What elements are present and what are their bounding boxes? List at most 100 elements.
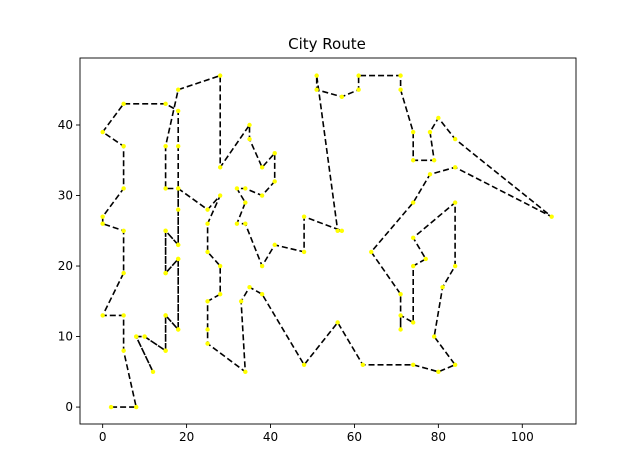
city-point bbox=[335, 228, 340, 233]
city-point bbox=[339, 94, 345, 99]
axes: 0 20 40 60 80 100 0 10 20 30 40 bbox=[58, 57, 577, 444]
city-point bbox=[436, 115, 441, 121]
x-tick-label: 100 bbox=[511, 430, 534, 444]
y-tick-label: 10 bbox=[58, 330, 73, 344]
city-point bbox=[100, 313, 105, 318]
city-point bbox=[410, 320, 416, 325]
city-point bbox=[259, 292, 265, 297]
route-line bbox=[101, 74, 553, 408]
plot-area bbox=[100, 73, 554, 410]
city-point bbox=[243, 369, 248, 375]
city-point bbox=[205, 327, 210, 332]
x-tick-label: 0 bbox=[99, 430, 107, 444]
city-point bbox=[423, 256, 428, 262]
city-point bbox=[121, 348, 126, 353]
city-point bbox=[108, 404, 114, 410]
city-point bbox=[398, 292, 403, 297]
city-point bbox=[452, 200, 458, 205]
city-point bbox=[272, 179, 277, 184]
city-point bbox=[452, 165, 458, 170]
y-tick-label: 30 bbox=[58, 189, 73, 203]
city-point bbox=[436, 369, 441, 375]
x-tick-label: 20 bbox=[179, 430, 194, 444]
city-point bbox=[314, 87, 319, 92]
city-point bbox=[272, 151, 277, 156]
city-point bbox=[259, 263, 265, 269]
city-point bbox=[369, 249, 374, 255]
city-point bbox=[217, 263, 223, 269]
city-point bbox=[410, 263, 416, 269]
city-point bbox=[121, 228, 126, 233]
city-point bbox=[100, 129, 105, 135]
city-point bbox=[150, 369, 156, 375]
city-point bbox=[175, 242, 181, 248]
city-point bbox=[243, 200, 248, 205]
city-point bbox=[134, 404, 139, 410]
y-tick-label: 40 bbox=[58, 118, 73, 132]
city-point bbox=[163, 348, 168, 353]
city-point bbox=[234, 221, 240, 226]
city-point bbox=[427, 172, 433, 177]
city-point bbox=[217, 73, 223, 78]
city-point bbox=[205, 341, 210, 346]
city-point bbox=[205, 299, 210, 304]
city-point bbox=[398, 87, 403, 92]
city-point bbox=[247, 122, 252, 128]
city-point bbox=[134, 334, 139, 339]
city-point bbox=[410, 158, 416, 163]
city-point bbox=[301, 214, 307, 219]
city-point bbox=[410, 129, 416, 135]
x-tick-label: 80 bbox=[431, 430, 446, 444]
city-point bbox=[549, 214, 554, 219]
city-point bbox=[217, 165, 223, 170]
city-point bbox=[259, 165, 265, 170]
city-point bbox=[175, 108, 181, 114]
city-point bbox=[410, 235, 416, 241]
city-point bbox=[163, 143, 168, 149]
city-point bbox=[410, 200, 416, 205]
x-tick-label: 40 bbox=[263, 430, 278, 444]
city-point bbox=[356, 87, 361, 92]
city-point bbox=[217, 292, 223, 297]
city-point bbox=[217, 193, 223, 198]
city-point bbox=[247, 284, 252, 290]
city-point bbox=[163, 313, 168, 318]
city-point bbox=[452, 136, 458, 142]
city-point bbox=[440, 284, 445, 290]
city-point bbox=[175, 207, 181, 212]
city-point bbox=[452, 362, 458, 367]
city-point bbox=[427, 129, 433, 135]
y-tick-label: 20 bbox=[58, 259, 73, 273]
city-point bbox=[163, 270, 168, 276]
city-point bbox=[175, 327, 181, 332]
city-point bbox=[121, 313, 126, 318]
city-point bbox=[301, 362, 307, 367]
city-point bbox=[314, 73, 319, 78]
plot-frame bbox=[79, 57, 577, 425]
city-point bbox=[142, 334, 147, 339]
city-point bbox=[238, 299, 244, 304]
city-point bbox=[360, 362, 366, 367]
city-point bbox=[243, 186, 248, 191]
city-point bbox=[121, 101, 126, 107]
city-point bbox=[121, 270, 126, 276]
city-point bbox=[398, 313, 403, 318]
city-point bbox=[259, 193, 265, 198]
city-point bbox=[452, 263, 458, 269]
city-point bbox=[272, 242, 277, 248]
city-point bbox=[301, 249, 307, 255]
city-point bbox=[175, 256, 181, 262]
city-point bbox=[205, 249, 210, 255]
city-point bbox=[398, 327, 403, 332]
city-point bbox=[100, 214, 105, 219]
chart-title: City Route bbox=[288, 35, 366, 53]
y-tick-label: 0 bbox=[65, 400, 73, 414]
city-point bbox=[431, 334, 437, 339]
city-point bbox=[100, 221, 105, 226]
city-point bbox=[121, 143, 126, 149]
city-point bbox=[431, 158, 437, 163]
city-point bbox=[175, 143, 181, 149]
city-point bbox=[356, 73, 361, 78]
city-point bbox=[175, 87, 181, 92]
